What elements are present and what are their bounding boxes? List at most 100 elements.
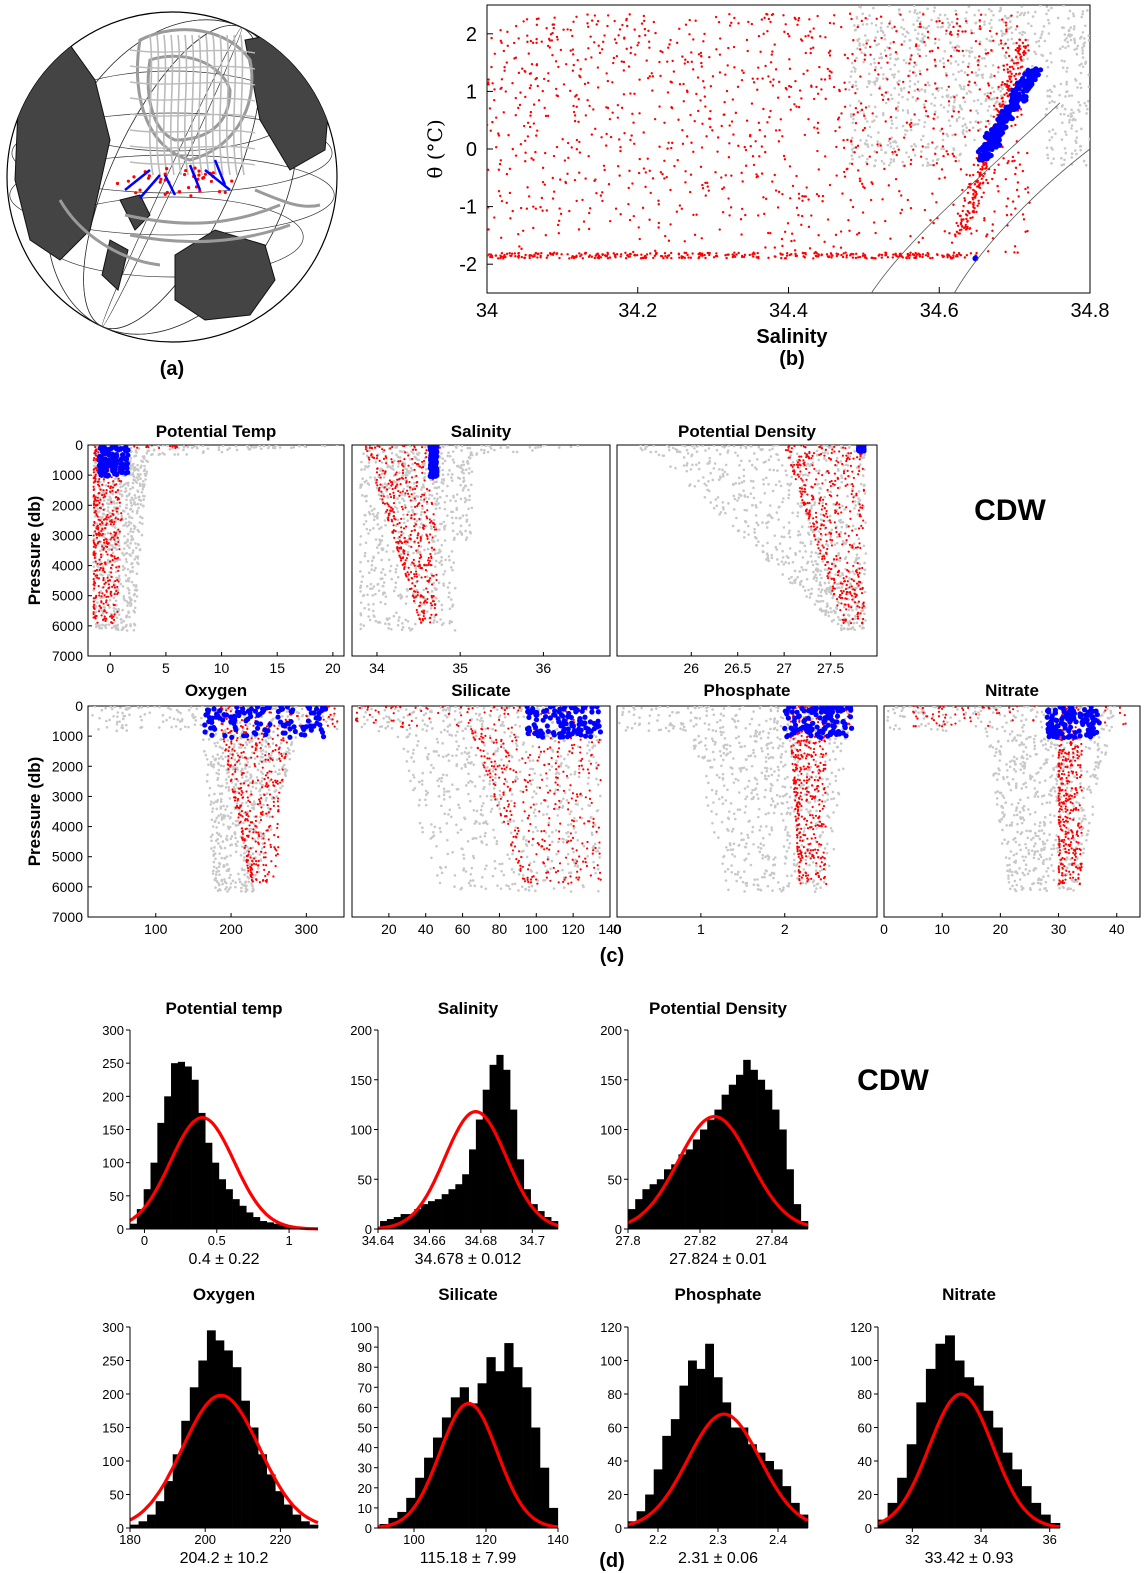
ts-point-red <box>806 69 809 72</box>
ts-point-grey <box>1076 86 1079 89</box>
profile-point-grey <box>133 599 137 603</box>
ts-point-red <box>1011 160 1014 163</box>
ts-point-red <box>924 254 928 257</box>
ts-point-grey <box>1000 94 1003 98</box>
profile-point-grey <box>129 446 133 450</box>
profile-y-tick-label: 5000 <box>52 588 83 604</box>
ts-point-red <box>763 212 766 216</box>
ts-point-red <box>553 16 556 19</box>
ts-point-red <box>860 108 864 112</box>
ts-point-red <box>523 69 526 73</box>
profile-point-red <box>417 613 420 617</box>
ts-point-red <box>524 151 527 154</box>
ts-point-grey <box>878 142 882 145</box>
profile-point-red <box>424 575 427 579</box>
ts-point-red <box>638 78 641 81</box>
ts-point-red <box>517 252 520 255</box>
ts-point-red <box>756 77 759 80</box>
ts-point-red <box>530 254 533 257</box>
cruise-track <box>190 34 196 176</box>
ts-point-grey <box>1070 152 1074 155</box>
ts-point-red <box>913 61 916 64</box>
ts-point-grey <box>1082 159 1086 163</box>
ts-point-red <box>1012 62 1016 65</box>
profile-point-grey <box>381 548 384 552</box>
profile-point-grey <box>138 521 142 524</box>
ts-point-red <box>687 256 690 259</box>
station-track <box>163 174 177 196</box>
ts-point-red <box>921 255 924 259</box>
ts-point-red <box>943 176 947 179</box>
ts-point-red <box>988 29 992 33</box>
ts-point-grey <box>862 43 865 47</box>
ts-point-red <box>677 118 680 121</box>
ts-point-red <box>652 256 655 260</box>
profile-point-red <box>417 541 420 544</box>
profile-point-red <box>98 558 101 561</box>
profile-point-red <box>93 456 96 460</box>
profile-point-grey <box>137 506 140 510</box>
profile-point-grey <box>393 459 396 462</box>
ts-point-red <box>662 256 665 260</box>
profile-point-red <box>114 579 117 583</box>
ts-point-red <box>556 38 559 41</box>
profile-point-red <box>100 562 103 565</box>
profile-point-grey <box>401 474 405 477</box>
profile-point-grey <box>129 569 133 573</box>
ts-point-grey <box>1050 136 1054 139</box>
ts-point-red <box>894 51 898 54</box>
ts-point-red <box>894 177 898 181</box>
ts-point-grey <box>921 32 924 36</box>
ts-x-axis-label: Salinity <box>756 326 828 348</box>
ts-point-red <box>834 233 838 237</box>
ts-point-grey <box>1063 147 1067 150</box>
ts-point-red <box>926 68 929 71</box>
profile-point-grey <box>407 544 411 548</box>
profile-point-red <box>114 532 117 536</box>
profile-point-grey <box>468 498 471 502</box>
ts-point-red <box>740 255 744 259</box>
profile-point-grey <box>412 452 415 455</box>
ts-point-red <box>1016 181 1020 184</box>
profile-point-grey <box>378 527 381 531</box>
ts-point-grey <box>975 74 978 77</box>
profile-point-red <box>116 578 119 582</box>
ts-point-red <box>500 41 503 45</box>
ts-point-red <box>756 88 759 91</box>
ts-point-red <box>505 201 508 205</box>
profile-point-red <box>115 510 119 513</box>
ts-point-red <box>863 114 866 118</box>
profile-point-red <box>109 566 113 569</box>
ts-point-grey <box>1064 133 1068 136</box>
profile-point-red <box>92 600 95 603</box>
profile-point-red <box>93 603 96 606</box>
profile-point-red <box>106 542 110 546</box>
profile-point-grey <box>413 455 417 459</box>
profile-point-grey <box>434 507 438 511</box>
ts-point-red <box>971 216 974 219</box>
profile-point-grey <box>94 622 98 626</box>
ts-point-grey <box>1071 12 1075 15</box>
ts-point-red <box>619 145 622 149</box>
cruise-track <box>176 34 182 176</box>
profile-point-grey <box>386 494 389 498</box>
ts-point-red <box>1007 160 1010 163</box>
ts-point-red <box>973 196 977 199</box>
ts-point-blue <box>1025 82 1031 88</box>
ts-point-grey <box>889 141 892 145</box>
ts-point-grey <box>865 22 869 26</box>
profile-point-red <box>112 480 115 483</box>
profile-point-red <box>106 513 109 517</box>
ts-point-red <box>688 18 691 22</box>
ts-point-red <box>857 256 860 259</box>
ts-point-grey <box>1002 20 1006 24</box>
profile-point-red <box>92 611 95 614</box>
ts-point-red <box>955 22 959 25</box>
profile-point-red <box>108 560 112 563</box>
profile-point-grey <box>369 504 372 508</box>
profile-point-grey <box>483 448 486 452</box>
profile-point-grey <box>434 526 437 529</box>
ts-point-red <box>633 92 636 96</box>
ts-point-red <box>959 168 963 171</box>
ts-point-red <box>981 182 985 185</box>
